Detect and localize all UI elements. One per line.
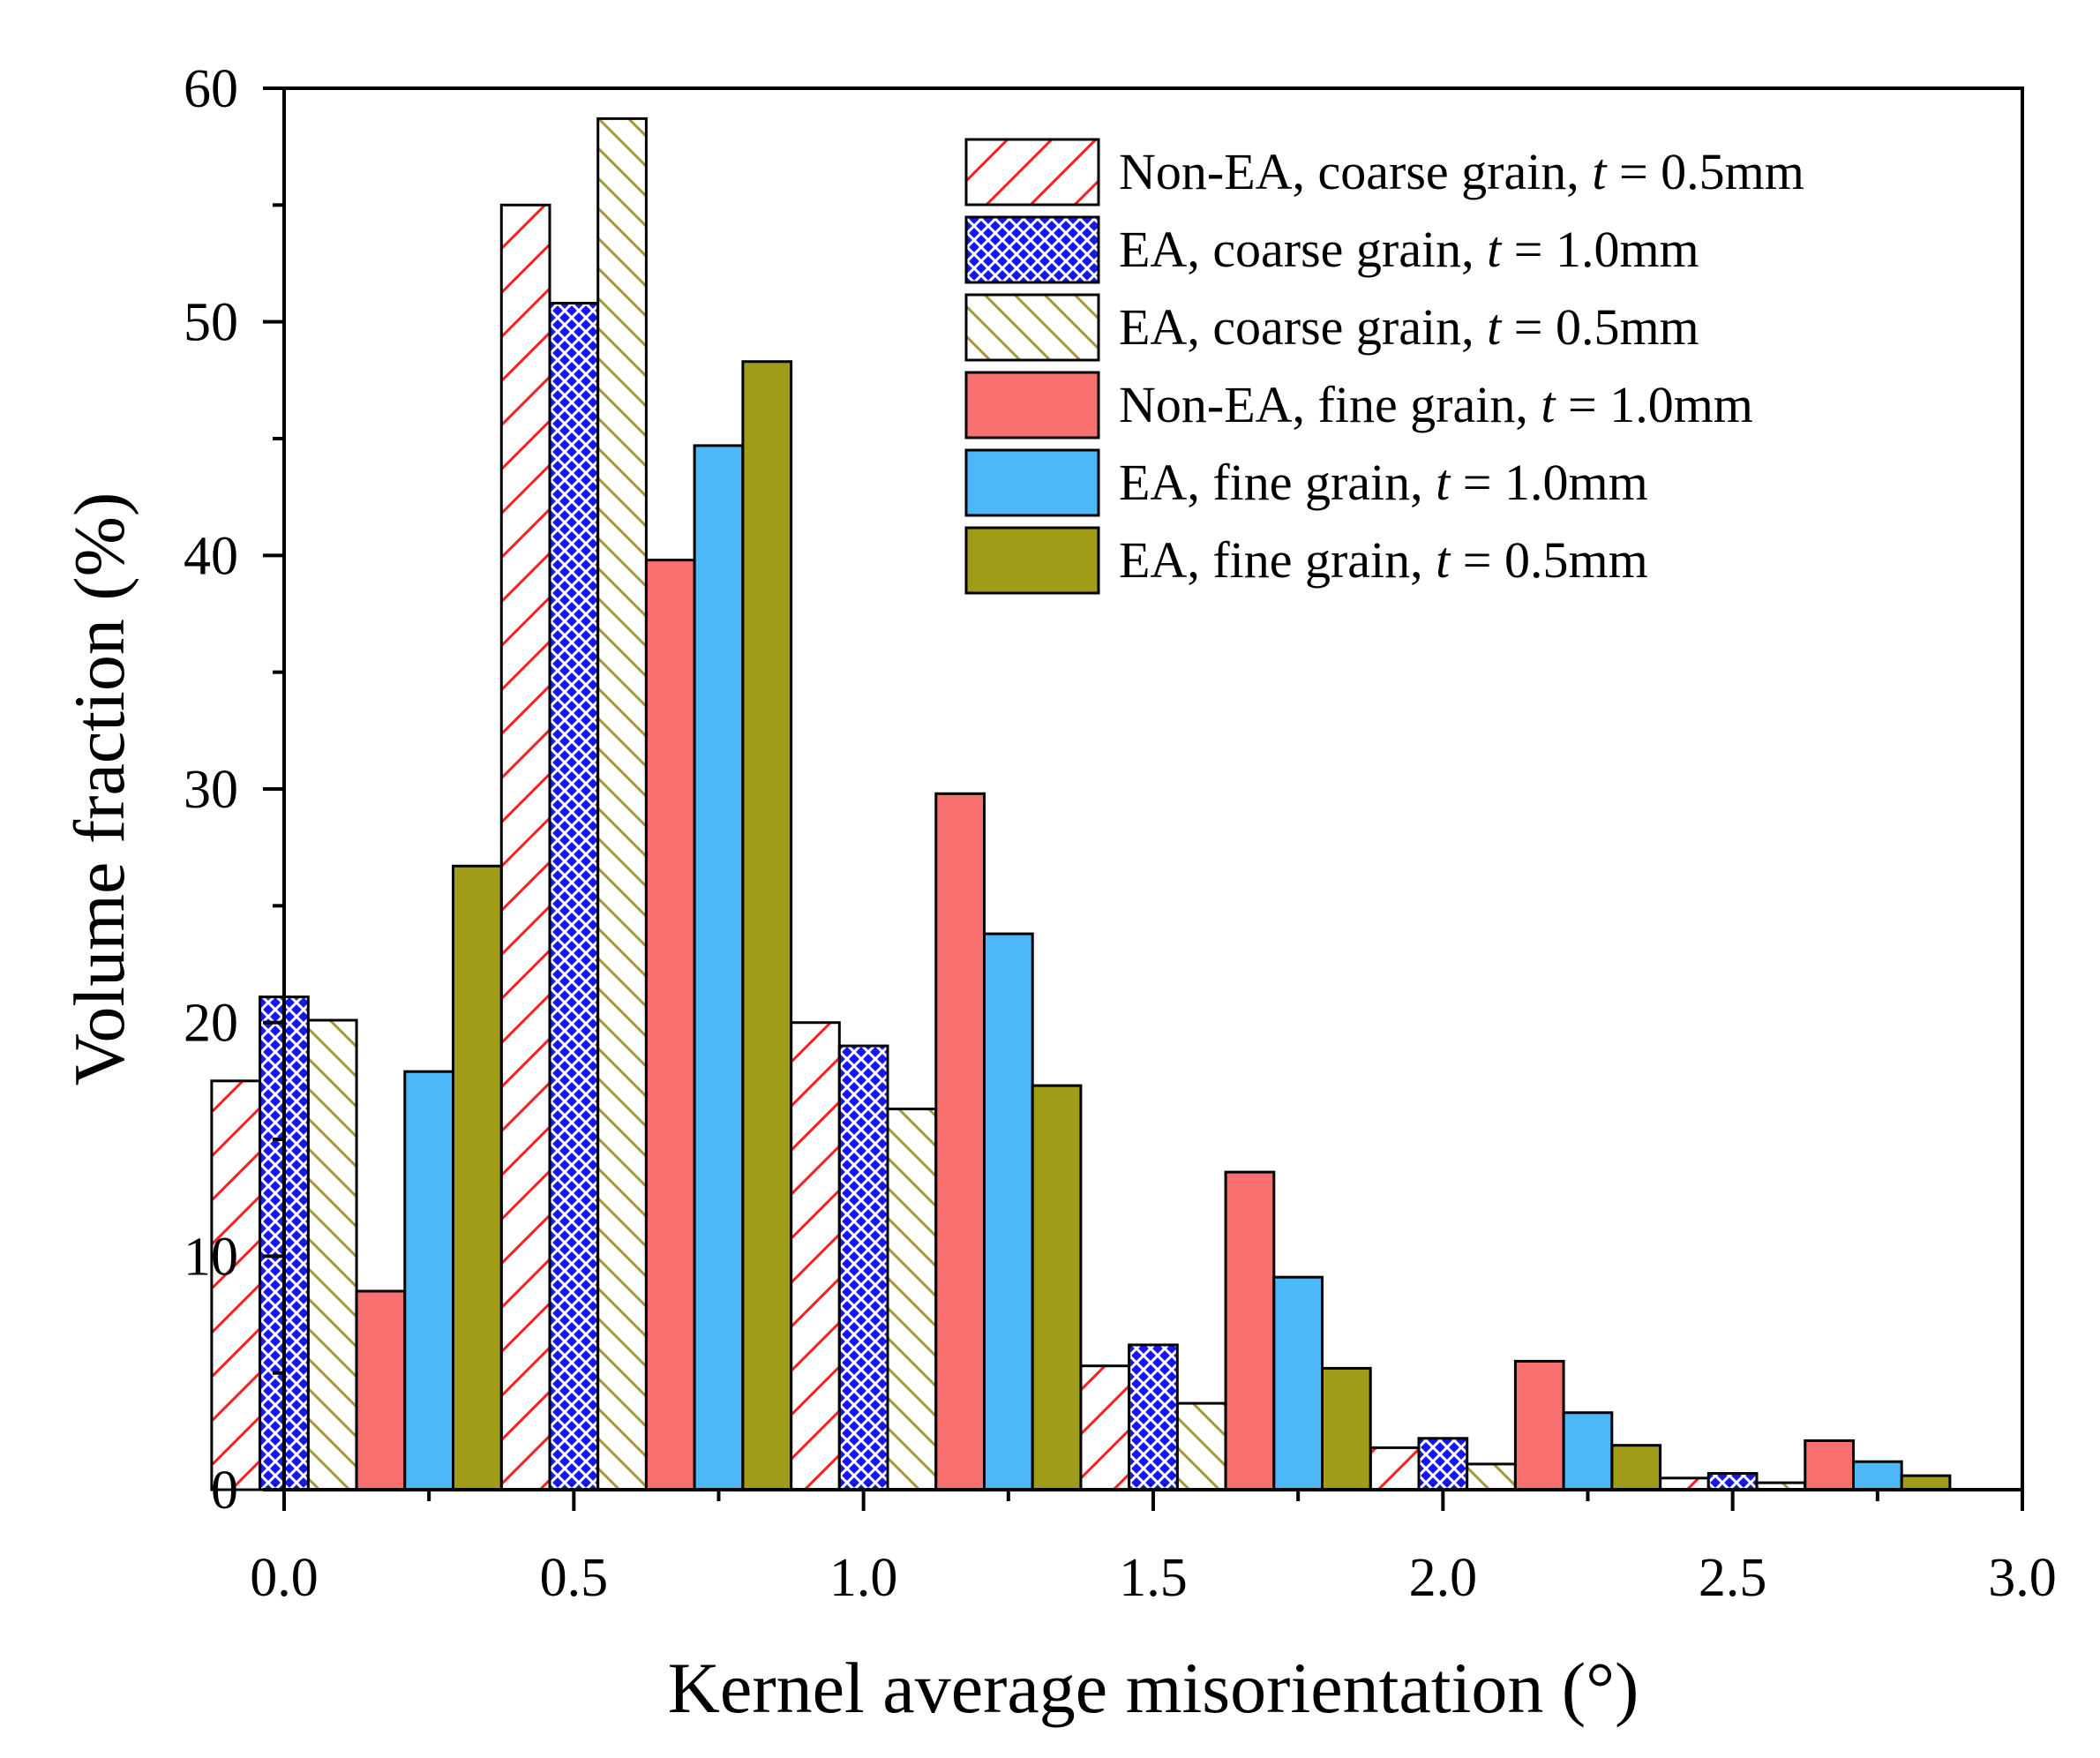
legend-label: EA, coarse grain, t = 1.0mm bbox=[1119, 221, 1699, 278]
legend: Non-EA, coarse grain, t = 0.5mm EA, coars… bbox=[964, 138, 1804, 595]
legend-swatch bbox=[964, 448, 1100, 517]
bar-s2-bin3 bbox=[837, 1044, 889, 1491]
bar-s2-bin5 bbox=[1417, 1437, 1469, 1491]
x-tick-label: 0.0 bbox=[250, 1548, 319, 1608]
bar-s4-bin1 bbox=[355, 1289, 407, 1491]
y-tick-label: 30 bbox=[184, 760, 238, 820]
legend-swatch bbox=[964, 293, 1100, 362]
bar-s3-bin5 bbox=[1466, 1462, 1517, 1491]
legend-item: EA, coarse grain, t = 1.0mm bbox=[964, 215, 1699, 284]
legend-item: EA, coarse grain, t = 0.5mm bbox=[964, 293, 1699, 362]
legend-swatch bbox=[964, 371, 1100, 440]
y-tick-label: 0 bbox=[211, 1461, 238, 1521]
y-tick-labels: 0 10 20 30 40 50 60 bbox=[184, 59, 238, 1521]
legend-swatch bbox=[964, 138, 1100, 207]
bar-s6-bin5 bbox=[1610, 1444, 1662, 1491]
x-axis-title: Kernel average misorientation (°) bbox=[668, 1648, 1639, 1728]
y-tick-label: 60 bbox=[184, 59, 238, 119]
x-tick-label: 2.5 bbox=[1699, 1548, 1767, 1608]
x-tick-labels: 0.0 0.5 1.0 1.5 2.0 2.5 3.0 bbox=[250, 1548, 2057, 1608]
bar-s5-bin1 bbox=[403, 1070, 454, 1491]
bar-s3-bin3 bbox=[886, 1108, 938, 1491]
bar-s6-bin1 bbox=[452, 864, 503, 1491]
bar-s1-bin1 bbox=[210, 1079, 262, 1491]
x-tick-label: 2.0 bbox=[1409, 1548, 1478, 1608]
bar-s5-bin3 bbox=[983, 932, 1034, 1491]
legend-item: EA, fine grain, t = 1.0mm bbox=[964, 448, 1648, 517]
plot-area bbox=[210, 86, 2024, 1511]
legend-swatch bbox=[964, 215, 1100, 284]
bar-s3-bin1 bbox=[306, 1018, 358, 1491]
bar-s5-bin4 bbox=[1272, 1275, 1324, 1491]
legend-item: Non-EA, coarse grain, t = 0.5mm bbox=[964, 138, 1804, 207]
bar-s6-bin6 bbox=[1900, 1474, 1952, 1491]
y-tick-label: 50 bbox=[184, 293, 238, 353]
y-axis-title: Volume fraction (%) bbox=[59, 492, 139, 1086]
y-tick-label: 20 bbox=[184, 994, 238, 1054]
y-tick-label: 10 bbox=[184, 1227, 238, 1287]
bar-s1-bin3 bbox=[790, 1021, 841, 1491]
bar-s1-bin4 bbox=[1079, 1364, 1131, 1491]
bar-s3-bin2 bbox=[596, 116, 648, 1491]
bar-s6-bin3 bbox=[1031, 1084, 1083, 1491]
bar-s3-bin4 bbox=[1175, 1401, 1227, 1491]
legend-label: EA, fine grain, t = 0.5mm bbox=[1119, 531, 1648, 589]
bar-s1-bin5 bbox=[1369, 1446, 1421, 1491]
bar-s1-bin2 bbox=[499, 203, 551, 1491]
legend-swatch bbox=[964, 526, 1100, 595]
x-tick-label: 1.5 bbox=[1119, 1548, 1188, 1608]
bar-s6-bin4 bbox=[1321, 1366, 1372, 1491]
bar-s5-bin5 bbox=[1562, 1411, 1614, 1491]
x-tick-label: 3.0 bbox=[1988, 1548, 2057, 1608]
bar-s6-bin2 bbox=[741, 360, 793, 1491]
y-tick-label: 40 bbox=[184, 526, 238, 586]
bar-s2-bin2 bbox=[548, 302, 600, 1491]
bar-s4-bin2 bbox=[644, 559, 696, 1491]
bar-s4-bin3 bbox=[934, 792, 986, 1491]
bar-s5-bin2 bbox=[693, 444, 745, 1491]
axis-ticks bbox=[263, 86, 2024, 1511]
legend-item: Non-EA, fine grain, t = 1.0mm bbox=[964, 371, 1753, 440]
x-tick-label: 0.5 bbox=[540, 1548, 609, 1608]
legend-label: EA, fine grain, t = 1.0mm bbox=[1119, 454, 1648, 511]
legend-label: Non-EA, fine grain, t = 1.0mm bbox=[1119, 376, 1753, 433]
x-tick-label: 1.0 bbox=[829, 1548, 898, 1608]
bar-s4-bin4 bbox=[1224, 1170, 1276, 1491]
bar-s2-bin4 bbox=[1128, 1343, 1179, 1491]
legend-label: Non-EA, coarse grain, t = 0.5mm bbox=[1119, 143, 1804, 200]
bar-s4-bin5 bbox=[1513, 1359, 1565, 1491]
bar-s4-bin6 bbox=[1804, 1439, 1856, 1491]
plot-frame bbox=[282, 86, 2024, 1491]
legend-item: EA, fine grain, t = 0.5mm bbox=[964, 526, 1648, 595]
bars bbox=[210, 116, 1952, 1491]
bar-s5-bin6 bbox=[1852, 1460, 1903, 1491]
legend-label: EA, coarse grain, t = 0.5mm bbox=[1119, 298, 1699, 356]
bar-s2-bin6 bbox=[1706, 1472, 1759, 1491]
